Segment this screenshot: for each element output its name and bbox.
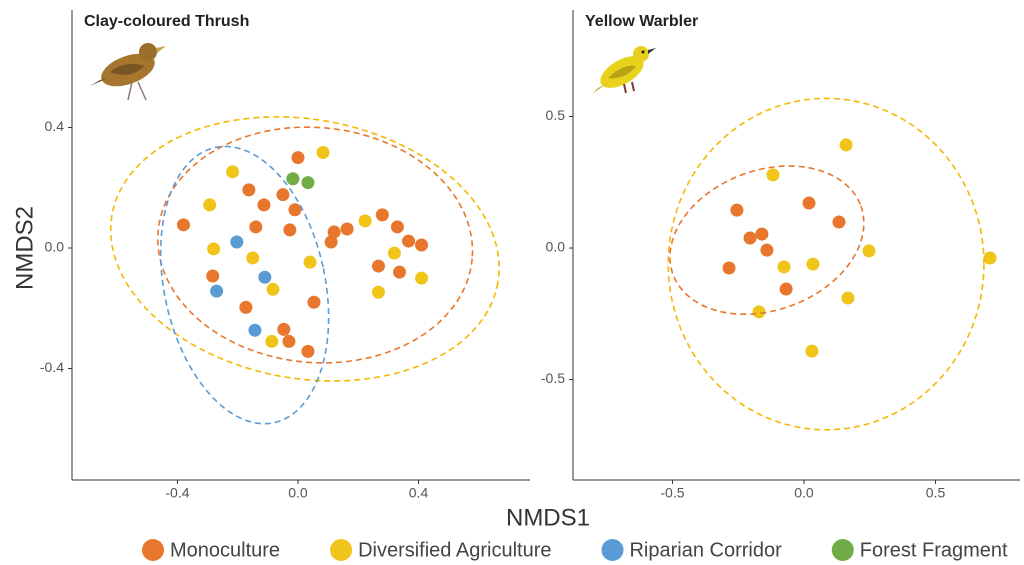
chart: NMDS1 NMDS2 -0.4 0.0 0.4 -0.4 0.0 0.4 Clay-col… [0, 0, 1024, 565]
point [755, 228, 768, 241]
point [393, 266, 406, 279]
point [766, 168, 779, 181]
legend-marker [330, 539, 352, 561]
confidence-ellipse [649, 140, 885, 340]
x-tick-label: 0.5 [926, 485, 946, 501]
legend-marker [142, 539, 164, 561]
point [239, 301, 252, 314]
y-tick-label: 0.0 [546, 239, 566, 255]
panel-title: Yellow Warbler [585, 13, 698, 30]
y-tick-label: 0.0 [45, 239, 65, 255]
point [840, 138, 853, 151]
legend-label: Diversified Agriculture [358, 539, 551, 561]
point [760, 244, 773, 257]
point [372, 286, 385, 299]
warbler-icon [592, 46, 656, 94]
point [248, 324, 261, 337]
panel-title: Clay-coloured Thrush [84, 13, 249, 30]
y-axis-label: NMDS2 [11, 206, 38, 290]
point [778, 260, 791, 273]
thrush-icon [90, 43, 166, 100]
point [806, 258, 819, 271]
confidence-ellipse [668, 98, 984, 429]
x-tick-label: 0.4 [409, 485, 429, 501]
point [832, 215, 845, 228]
point [207, 242, 220, 255]
y-tick-label: 0.4 [45, 118, 65, 134]
point [246, 251, 259, 264]
y-tick-label: 0.5 [546, 107, 566, 123]
point [203, 198, 216, 211]
point [258, 271, 271, 284]
x-tick-label: 0.0 [794, 485, 814, 501]
x-tick-label: -0.5 [660, 485, 684, 501]
point [210, 285, 223, 298]
legend-label: Monoculture [170, 539, 280, 561]
point [266, 283, 279, 296]
point [415, 239, 428, 252]
point [723, 262, 736, 275]
confidence-ellipse [148, 114, 482, 376]
point [282, 335, 295, 348]
point [283, 223, 296, 236]
point [249, 220, 262, 233]
legend-label: Forest Fragment [860, 539, 1008, 561]
point [805, 345, 818, 358]
point [257, 198, 270, 211]
point [841, 291, 854, 304]
y-tick-label: -0.4 [40, 359, 64, 375]
point [753, 305, 766, 318]
point [391, 220, 404, 233]
point [402, 235, 415, 248]
point [301, 176, 314, 189]
point [277, 323, 290, 336]
legend-marker [832, 539, 854, 561]
point [304, 256, 317, 269]
legend-label: Riparian Corridor [629, 539, 782, 561]
legend-marker [601, 539, 623, 561]
point [206, 270, 219, 283]
point [359, 214, 372, 227]
point [265, 335, 278, 348]
point [388, 247, 401, 260]
point [744, 232, 757, 245]
point [415, 272, 428, 285]
point [307, 296, 320, 309]
point [802, 197, 815, 210]
point [286, 172, 299, 185]
x-tick-label: -0.4 [165, 485, 189, 501]
point [325, 235, 338, 248]
point [291, 151, 304, 164]
point [984, 252, 997, 265]
x-axis-label: NMDS1 [506, 504, 590, 531]
point [862, 244, 875, 257]
y-tick-label: -0.5 [541, 370, 565, 386]
point [177, 218, 190, 231]
point [730, 204, 743, 217]
point [276, 188, 289, 201]
point [316, 146, 329, 159]
confidence-ellipse [90, 87, 521, 410]
point [376, 208, 389, 221]
point [226, 165, 239, 178]
confidence-ellipse [137, 131, 353, 440]
point [372, 260, 385, 273]
point [301, 345, 314, 358]
x-tick-label: 0.0 [288, 485, 308, 501]
point [230, 235, 243, 248]
point [780, 283, 793, 296]
point [288, 203, 301, 216]
point [341, 223, 354, 236]
point [242, 183, 255, 196]
